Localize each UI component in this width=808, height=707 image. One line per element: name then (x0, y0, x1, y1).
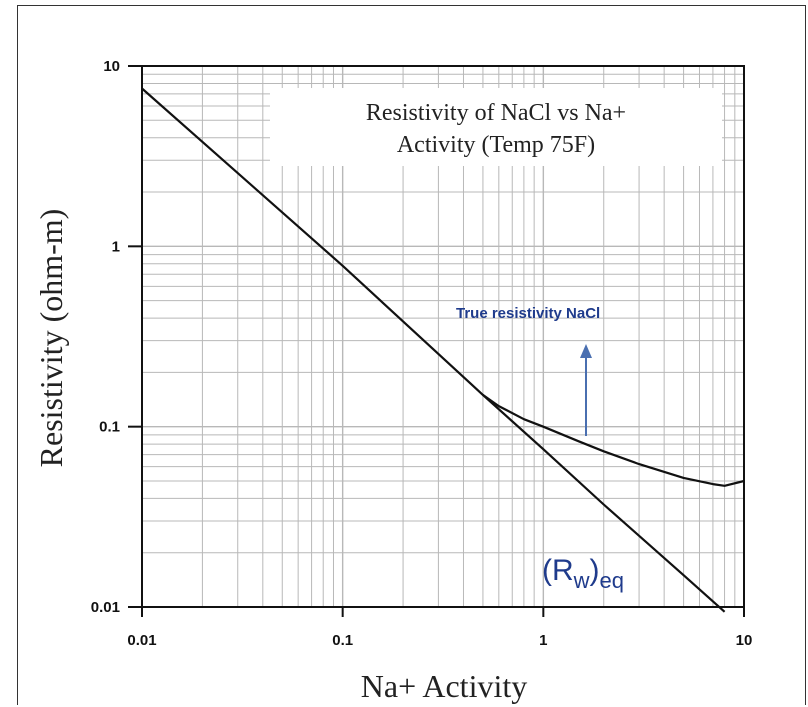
x-tick-label: 1 (539, 632, 547, 649)
series-lines (141, 87, 745, 613)
x-tick-label: 0.1 (332, 632, 353, 649)
x-axis-label: Na+ Activity (361, 668, 527, 704)
title-box (270, 88, 722, 166)
y-tick-label: 0.01 (91, 599, 120, 616)
y-axis-label: Resistivity (ohm-m) (33, 209, 69, 468)
y-tick-label: 1 (112, 238, 120, 255)
chart-title-line-1: Resistivity of NaCl vs Na+ (366, 100, 626, 126)
chart-title-line-2: Activity (Temp 75F) (397, 132, 595, 158)
plot-border (141, 65, 745, 608)
y-tick-label: 10 (103, 58, 120, 75)
series-line-true-nacl (482, 394, 745, 487)
true-resistivity-annotation: True resistivity NaCl (456, 305, 600, 322)
annotation-arrow (580, 344, 592, 436)
rw-eq-label: (Rw)eq (542, 554, 624, 593)
series-line-rw-eq (141, 87, 726, 613)
x-tick-label: 0.01 (127, 632, 156, 649)
y-tick-label: 0.1 (99, 419, 120, 436)
x-tick-label: 10 (736, 632, 753, 649)
tick-labels: 0.01 0.1 1 10 10 1 0.1 0.01 (91, 58, 753, 649)
